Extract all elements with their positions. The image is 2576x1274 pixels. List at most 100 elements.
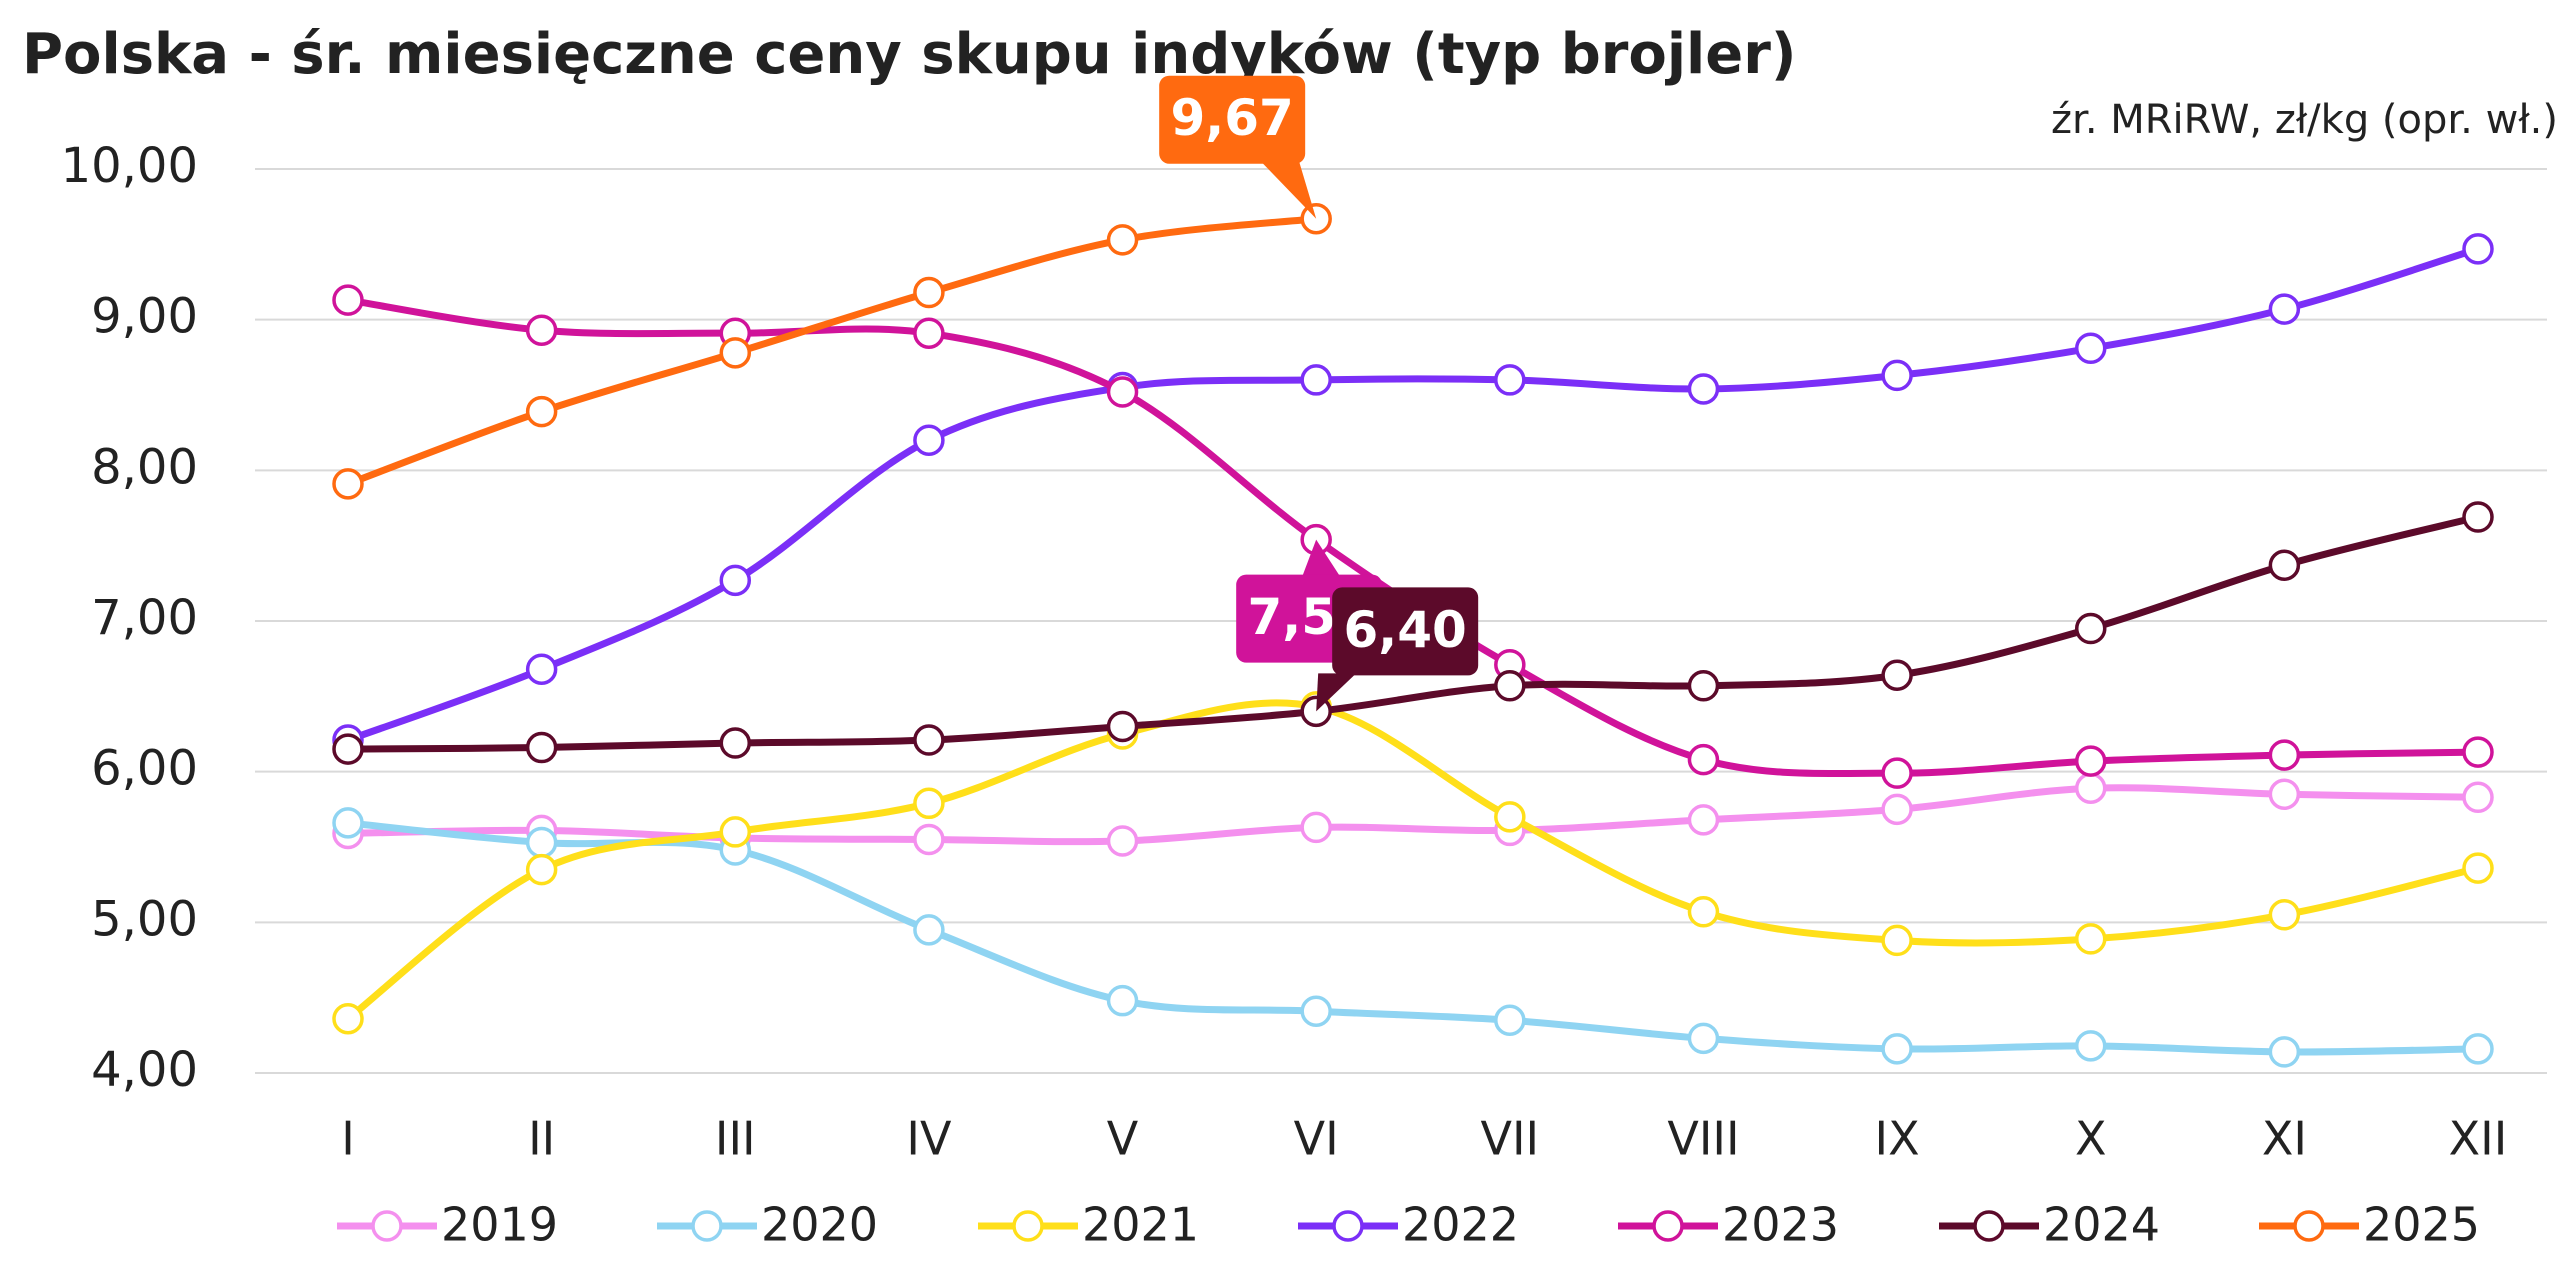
legend-marker — [1012, 1210, 1044, 1242]
data-point — [525, 853, 558, 886]
x-tick-label: XI — [2262, 1112, 2307, 1166]
data-point — [1494, 1004, 1526, 1037]
data-point — [719, 564, 752, 597]
legend-label: 2024 — [2043, 1198, 2160, 1252]
x-tick-label: VII — [1481, 1112, 1540, 1166]
data-point — [332, 284, 364, 316]
callout-box — [1159, 75, 1306, 164]
callout-pointer — [1261, 161, 1317, 219]
y-tick-label: 9,00 — [91, 289, 198, 345]
data-point — [2462, 736, 2494, 768]
data-point — [525, 731, 558, 764]
x-tick-label: III — [715, 1112, 756, 1166]
data-point — [332, 807, 364, 839]
chart-subtitle: źr. MRiRW, zł/kg (opr. wł.) — [2051, 97, 2558, 143]
y-tick-label: 10,00 — [61, 138, 198, 194]
series-line — [344, 245, 2482, 744]
x-tick-label: XII — [2449, 1112, 2508, 1166]
data-point — [1687, 670, 1720, 702]
callout-box — [1332, 587, 1479, 676]
data-point — [2074, 772, 2107, 804]
data-point — [2462, 852, 2494, 884]
data-point — [2462, 781, 2494, 814]
data-point — [1300, 364, 1332, 396]
y-tick-label: 4,00 — [91, 1042, 198, 1098]
x-tick-label: VIII — [1667, 1112, 1739, 1166]
data-label: 9,67 — [1170, 89, 1293, 147]
legend-label: 2022 — [1402, 1198, 1519, 1252]
series-line — [344, 699, 2482, 1023]
chart-title: Polska - śr. miesięczne ceny skupu indyk… — [22, 22, 1796, 87]
x-tick-label: V — [1107, 1112, 1139, 1166]
data-point — [1106, 984, 1139, 1017]
data-point — [913, 276, 945, 309]
data-point — [2074, 612, 2107, 645]
data-point — [1106, 825, 1139, 857]
legend-marker — [691, 1210, 723, 1242]
data-point — [1300, 811, 1332, 844]
data-point — [1494, 670, 1526, 702]
data-point — [913, 724, 945, 756]
data-point — [2462, 1033, 2494, 1065]
data-point — [719, 816, 752, 848]
y-tick-label: 8,00 — [91, 439, 198, 495]
data-point — [1300, 995, 1332, 1027]
callout: 9,67 — [1159, 75, 1317, 219]
y-tick-label: 7,00 — [91, 590, 198, 646]
data-point — [332, 1003, 364, 1035]
data-point — [719, 337, 752, 369]
data-point — [1881, 359, 1913, 392]
legend-label: 2025 — [2363, 1198, 2480, 1252]
data-point — [2268, 549, 2301, 582]
data-point — [1881, 659, 1913, 691]
callout-pointer — [1316, 673, 1357, 712]
data-point — [1881, 924, 1913, 957]
legend-label: 2019 — [441, 1198, 558, 1252]
callout-pointer — [1302, 539, 1341, 577]
data-point — [913, 914, 945, 946]
data-point — [2268, 1036, 2301, 1068]
data-point — [1687, 373, 1720, 405]
data-point — [1687, 1022, 1720, 1055]
data-point — [2462, 233, 2494, 265]
data-point — [913, 317, 945, 349]
data-point — [525, 653, 558, 685]
data-point — [2074, 923, 2107, 955]
series-line — [344, 513, 2482, 753]
y-tick-label: 6,00 — [91, 741, 198, 797]
data-point — [2268, 778, 2301, 811]
data-point — [2268, 899, 2301, 931]
data-point — [2268, 739, 2301, 771]
x-tick-label: II — [528, 1112, 555, 1166]
data-point — [1106, 376, 1139, 408]
data-point — [913, 424, 945, 456]
data-point — [2268, 293, 2301, 325]
data-point — [2074, 745, 2107, 777]
legend-marker — [2293, 1210, 2325, 1242]
data-point — [2074, 1030, 2107, 1062]
data-point — [1881, 757, 1913, 789]
data-point — [332, 733, 364, 765]
legend-label: 2021 — [1082, 1198, 1199, 1252]
legend-marker — [1652, 1210, 1684, 1242]
data-point — [1881, 1033, 1913, 1065]
callout: 6,40 — [1316, 587, 1479, 712]
series-line — [344, 215, 1320, 488]
data-point — [2462, 501, 2494, 533]
data-point — [1494, 364, 1526, 396]
x-tick-label: VI — [1294, 1112, 1339, 1166]
x-tick-label: IV — [906, 1112, 952, 1166]
data-point — [1687, 743, 1720, 776]
data-point — [913, 823, 945, 856]
data-point — [525, 395, 558, 428]
data-point — [1494, 801, 1526, 833]
y-tick-label: 5,00 — [91, 891, 198, 947]
series-line — [344, 784, 2482, 846]
legend-label: 2023 — [1722, 1198, 1839, 1252]
legend-marker — [371, 1210, 403, 1242]
data-point — [1881, 793, 1913, 826]
data-label: 6,40 — [1343, 601, 1466, 659]
data-point — [1687, 804, 1720, 836]
legend-label: 2020 — [761, 1198, 878, 1252]
